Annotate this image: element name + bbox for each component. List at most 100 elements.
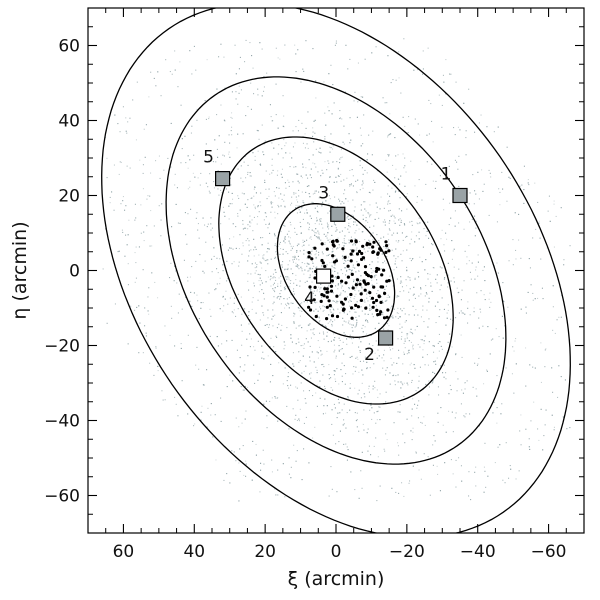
background-star <box>191 73 193 75</box>
member-point <box>350 316 354 320</box>
background-star <box>527 182 529 184</box>
background-star <box>272 309 274 311</box>
background-star <box>397 374 399 376</box>
background-star <box>364 251 366 253</box>
background-star <box>274 211 276 213</box>
background-star <box>409 257 411 259</box>
background-star <box>258 211 260 213</box>
background-star <box>331 488 333 490</box>
background-star <box>149 195 151 197</box>
background-star <box>281 266 283 268</box>
background-star <box>259 277 261 279</box>
background-star <box>340 292 342 294</box>
background-star <box>284 268 286 270</box>
background-star <box>297 205 299 207</box>
member-point <box>329 284 334 288</box>
background-star <box>350 184 352 186</box>
background-star <box>306 265 308 267</box>
background-star <box>467 322 469 324</box>
background-star <box>244 227 246 229</box>
background-star <box>293 192 295 194</box>
background-star <box>334 319 336 321</box>
background-star <box>513 350 515 352</box>
background-star <box>395 491 397 493</box>
background-star <box>356 301 358 303</box>
background-star <box>303 422 305 424</box>
background-star <box>315 366 317 368</box>
background-star <box>430 253 432 255</box>
background-star <box>330 64 332 66</box>
background-star <box>290 334 292 336</box>
background-star <box>498 336 500 338</box>
background-star <box>170 305 172 307</box>
background-star <box>520 444 522 446</box>
background-star <box>347 200 349 202</box>
background-star <box>315 267 317 269</box>
background-star <box>395 155 397 157</box>
background-star <box>290 466 292 468</box>
background-star <box>315 302 317 304</box>
background-star <box>379 329 381 331</box>
background-star <box>480 290 482 292</box>
background-star <box>284 44 286 46</box>
background-star <box>439 309 441 311</box>
background-star <box>147 195 149 197</box>
background-star <box>328 284 330 286</box>
background-star <box>289 282 291 284</box>
background-star <box>356 419 358 421</box>
background-star <box>255 312 257 314</box>
background-star <box>126 165 128 167</box>
background-star <box>348 287 350 289</box>
background-star <box>210 223 212 225</box>
background-star <box>257 88 259 90</box>
field-label-2: 2 <box>364 345 375 365</box>
background-star <box>244 203 246 205</box>
background-star <box>406 337 408 339</box>
background-star <box>398 219 400 221</box>
background-star <box>387 135 389 137</box>
background-star <box>553 426 555 428</box>
background-star <box>349 269 351 271</box>
background-star <box>530 420 532 422</box>
background-star <box>458 268 460 270</box>
background-star <box>364 239 366 241</box>
background-star <box>378 322 380 324</box>
background-star <box>527 291 529 293</box>
background-star <box>284 286 286 288</box>
background-star <box>253 282 255 284</box>
background-star <box>406 249 408 251</box>
background-star <box>421 199 423 201</box>
background-star <box>299 360 301 362</box>
member-point <box>377 295 381 299</box>
background-star <box>244 61 246 63</box>
background-star <box>390 82 392 84</box>
background-star <box>308 223 310 225</box>
background-star <box>343 320 345 322</box>
background-star <box>189 180 191 182</box>
background-star <box>223 479 225 481</box>
background-star <box>323 309 325 311</box>
background-star <box>392 285 394 287</box>
background-star <box>254 208 256 210</box>
background-star <box>326 264 328 266</box>
background-star <box>363 409 365 411</box>
background-star <box>296 212 298 214</box>
background-star <box>121 229 123 231</box>
background-star <box>388 154 390 156</box>
x-tick-label: 0 <box>331 542 342 562</box>
background-star <box>337 168 339 170</box>
background-star <box>113 164 115 166</box>
background-star <box>236 147 238 149</box>
background-star <box>386 256 388 258</box>
background-star <box>150 71 152 73</box>
background-star <box>489 292 491 294</box>
background-star <box>313 361 315 363</box>
background-star <box>447 286 449 288</box>
background-star <box>451 346 453 348</box>
background-star <box>458 155 460 157</box>
background-star <box>415 452 417 454</box>
background-star <box>358 389 360 391</box>
background-star <box>458 222 460 224</box>
background-star <box>114 303 116 305</box>
background-star <box>365 217 367 219</box>
